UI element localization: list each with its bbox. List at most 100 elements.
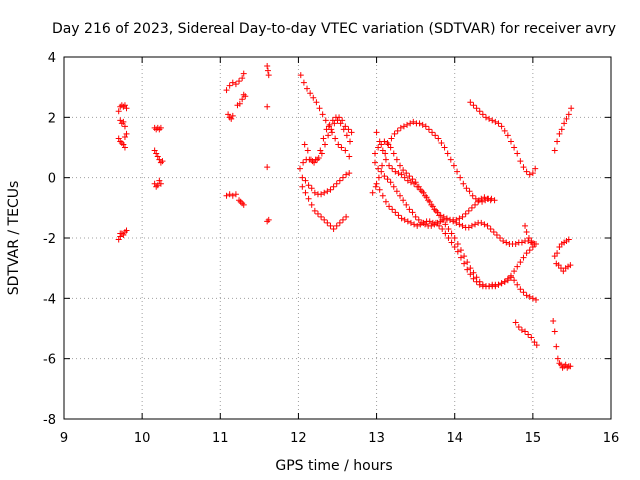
data-point — [239, 75, 246, 82]
data-point — [309, 158, 316, 165]
data-point — [528, 334, 535, 341]
data-point — [465, 224, 472, 231]
data-point — [418, 188, 425, 195]
data-point — [387, 144, 394, 151]
data-point — [348, 129, 355, 136]
data-point — [492, 118, 499, 125]
series-arc16 — [373, 180, 514, 290]
data-point — [373, 180, 380, 187]
data-point — [464, 259, 471, 266]
data-point — [422, 123, 429, 130]
data-point — [398, 171, 405, 178]
data-point — [470, 275, 477, 282]
data-point — [157, 180, 164, 187]
data-point — [448, 239, 455, 246]
data-point — [232, 81, 239, 88]
data-point — [441, 144, 448, 151]
data-point — [554, 355, 561, 362]
data-point — [467, 265, 474, 272]
data-point — [387, 179, 394, 186]
data-point — [343, 171, 350, 178]
data-point — [444, 150, 451, 157]
data-point — [343, 132, 350, 139]
data-point — [317, 147, 324, 154]
data-point — [378, 141, 385, 148]
x-tick-label: 9 — [60, 431, 68, 446]
data-point — [403, 201, 410, 208]
data-point — [391, 130, 398, 137]
data-point — [338, 144, 345, 151]
data-point — [514, 281, 521, 288]
data-point — [378, 168, 385, 175]
data-point — [409, 176, 416, 183]
data-point — [504, 277, 511, 284]
data-point — [384, 139, 391, 146]
data-point — [314, 156, 321, 163]
data-point — [330, 183, 337, 190]
data-point — [327, 222, 334, 229]
data-point — [333, 222, 340, 229]
data-point — [386, 162, 393, 169]
series-arc23 — [550, 317, 574, 371]
data-point — [335, 141, 342, 148]
series-arc09 — [299, 183, 350, 232]
data-point — [392, 168, 399, 175]
data-point — [299, 174, 306, 181]
y-tick-label: 4 — [48, 51, 56, 66]
data-point — [495, 120, 502, 127]
data-point — [525, 331, 532, 338]
data-point — [324, 188, 331, 195]
data-point — [468, 204, 475, 211]
data-point — [447, 216, 454, 223]
data-point — [556, 244, 563, 251]
data-point — [437, 218, 444, 225]
data-point — [457, 174, 464, 181]
data-point — [529, 295, 536, 302]
data-point — [382, 150, 389, 157]
data-point — [412, 213, 419, 220]
data-point — [522, 222, 529, 229]
series-arc11 — [301, 114, 355, 166]
data-point — [336, 114, 343, 121]
series-arc05 — [223, 191, 247, 208]
data-point — [457, 254, 464, 261]
data-point — [395, 212, 402, 219]
data-point — [120, 141, 127, 148]
data-point — [567, 363, 574, 370]
x-tick-label: 11 — [212, 431, 229, 446]
data-point — [331, 120, 338, 127]
data-point — [501, 127, 508, 134]
data-point — [400, 167, 407, 174]
data-point — [465, 207, 472, 214]
data-point — [479, 111, 486, 118]
data-point — [403, 170, 410, 177]
data-point — [379, 192, 386, 199]
data-point — [156, 177, 163, 184]
data-point — [229, 79, 236, 86]
data-point — [467, 271, 474, 278]
data-point — [464, 266, 471, 273]
data-point — [436, 222, 443, 229]
data-point — [426, 198, 433, 205]
data-point — [478, 195, 485, 202]
data-point — [397, 162, 404, 169]
data-point — [345, 126, 352, 133]
data-point — [523, 168, 530, 175]
data-point — [121, 144, 128, 151]
data-point — [240, 201, 247, 208]
data-point — [526, 293, 533, 300]
data-point — [470, 102, 477, 109]
data-point — [318, 213, 325, 220]
data-point — [518, 327, 525, 334]
data-point — [223, 192, 230, 199]
data-point — [468, 222, 475, 229]
data-point — [242, 93, 249, 100]
data-point — [401, 216, 408, 223]
data-point — [563, 115, 570, 122]
data-point — [497, 235, 504, 241]
data-point — [343, 213, 350, 220]
data-point — [456, 215, 463, 222]
data-point — [311, 207, 318, 214]
data-point — [398, 215, 405, 222]
data-point — [346, 153, 353, 160]
